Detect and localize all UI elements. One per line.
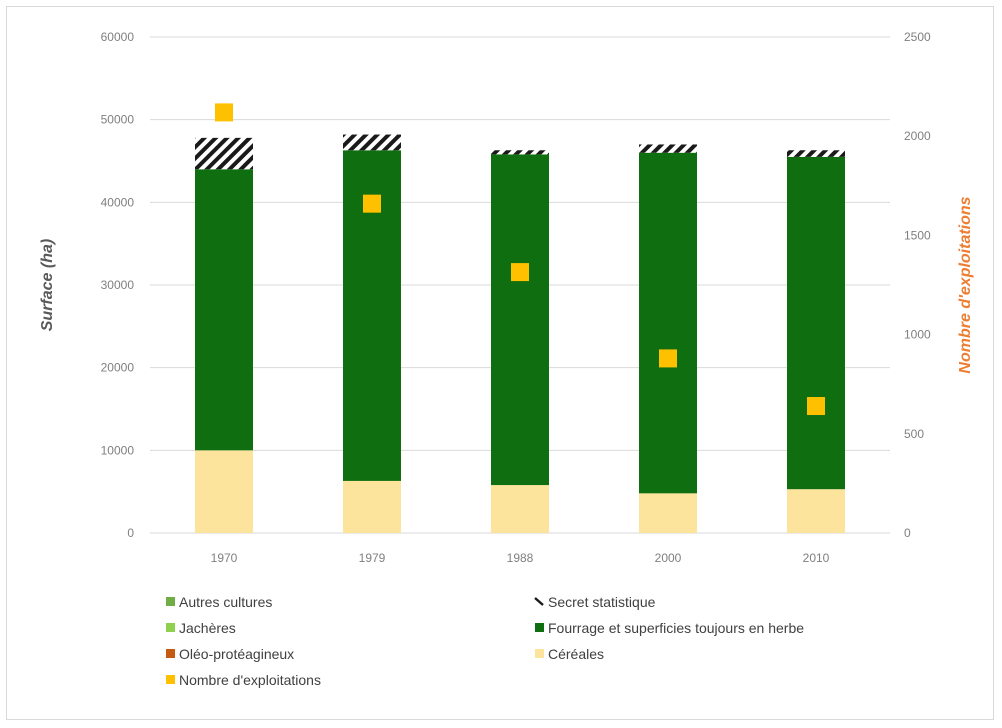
legend-label: Nombre d'exploitations	[179, 672, 321, 688]
bar-c-r-ales-1970	[195, 450, 253, 533]
legend-label: Secret statistique	[548, 594, 656, 610]
legend-label: Fourrage et superficies toujours en herb…	[548, 620, 804, 636]
legend-item: Céréales	[535, 646, 604, 662]
legend-item: Fourrage et superficies toujours en herb…	[535, 620, 804, 636]
y-tick-label: 10000	[101, 443, 135, 457]
right-axis-ticks: 0 500 1000 1500 2000 2500	[904, 30, 931, 540]
y2-tick-label: 2500	[904, 30, 931, 44]
x-tick-label: 1979	[359, 551, 386, 565]
bar-c-r-ales-2010	[787, 489, 845, 533]
legend-swatch	[166, 675, 175, 684]
x-tick-label: 1988	[507, 551, 534, 565]
y2-tick-label: 500	[904, 427, 924, 441]
marker-exploitations-2010	[807, 397, 825, 416]
bar-secret-statistique-2000	[639, 144, 697, 153]
legend-label: Autres cultures	[179, 594, 272, 610]
legend-label: Céréales	[548, 646, 604, 662]
y2-axis-title: Nombre d'exploitations	[957, 196, 974, 373]
legend-swatch	[166, 597, 175, 606]
y2-tick-label: 1000	[904, 328, 931, 342]
x-axis-ticks: 1970 1979 1988 2000 2010	[211, 551, 830, 565]
legend-swatch-hatch	[534, 597, 544, 606]
marker-exploitations-1979	[363, 194, 381, 213]
legend-item: Jachères	[166, 620, 236, 636]
bar-fourrage-et-superficies-toujours-en-herbe-2010	[787, 156, 845, 490]
legend-label: Jachères	[179, 620, 236, 636]
legend-item: Autres cultures	[166, 594, 272, 610]
marker-exploitations-1970	[215, 103, 233, 122]
legend: Autres cultures Secret statistique Jachère…	[166, 594, 804, 688]
legend-item: Nombre d'exploitations	[166, 672, 321, 688]
legend-swatch	[535, 623, 544, 632]
bars	[195, 134, 845, 533]
legend-swatch	[166, 649, 175, 658]
bar-secret-statistique-1970	[195, 137, 253, 170]
y2-tick-label: 1500	[904, 228, 931, 242]
bar-fourrage-et-superficies-toujours-en-herbe-2000	[639, 152, 697, 494]
y-tick-label: 20000	[101, 361, 135, 375]
y-tick-label: 50000	[101, 113, 135, 127]
y2-tick-label: 2000	[904, 129, 931, 143]
bar-fourrage-et-superficies-toujours-en-herbe-1970	[195, 169, 253, 451]
x-tick-label: 2010	[803, 551, 830, 565]
legend-item: Oléo-protéagineux	[166, 646, 294, 662]
markers	[215, 103, 825, 416]
legend-swatch	[166, 623, 175, 632]
bar-secret-statistique-1988	[491, 150, 549, 155]
bar-secret-statistique-2010	[787, 150, 845, 157]
bar-c-r-ales-1979	[343, 480, 401, 533]
legend-label: Oléo-protéagineux	[179, 646, 294, 662]
bar-fourrage-et-superficies-toujours-en-herbe-1988	[491, 154, 549, 486]
y-tick-label: 30000	[101, 278, 135, 292]
bar-secret-statistique-1979	[343, 134, 401, 151]
x-tick-label: 2000	[655, 551, 682, 565]
left-axis-ticks: 0 10000 20000 30000 40000 50000 60000	[101, 30, 135, 540]
y-axis-title: Surface (ha)	[39, 239, 56, 331]
y2-tick-label: 0	[904, 526, 911, 540]
y-tick-label: 60000	[101, 30, 135, 44]
marker-exploitations-1988	[511, 263, 529, 282]
x-tick-label: 1970	[211, 551, 238, 565]
bar-c-r-ales-2000	[639, 493, 697, 533]
marker-exploitations-2000	[659, 349, 677, 368]
y-tick-label: 40000	[101, 195, 135, 209]
legend-item: Secret statistique	[534, 594, 656, 610]
y-tick-label: 0	[127, 526, 134, 540]
bar-c-r-ales-1988	[491, 485, 549, 533]
legend-swatch	[535, 649, 544, 658]
